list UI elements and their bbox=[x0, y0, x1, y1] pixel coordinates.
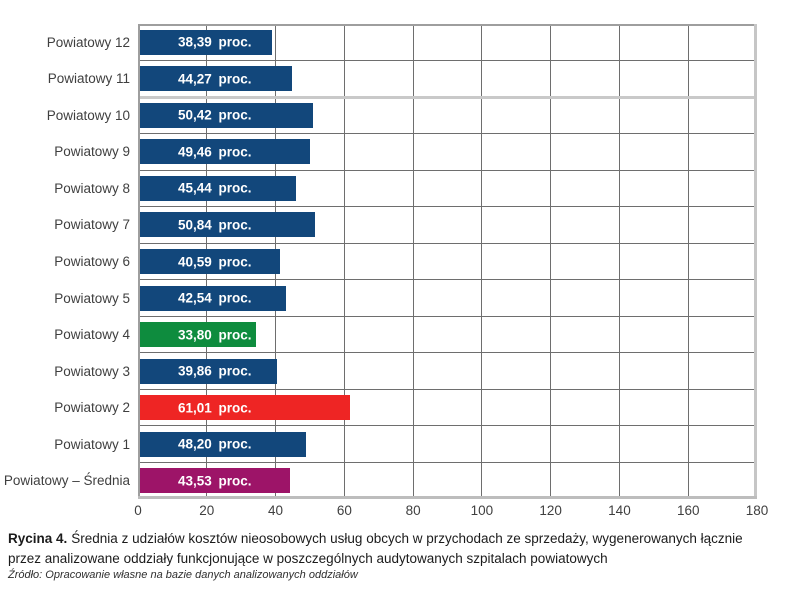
row-separator bbox=[138, 133, 757, 135]
caption-text-1: Średnia z udziałów kosztów nieosobowych … bbox=[71, 531, 743, 546]
row-separator bbox=[138, 242, 757, 244]
row-separator bbox=[138, 206, 757, 208]
bar: 61,01 proc. bbox=[140, 395, 350, 421]
bar-value-label: 61,01 proc. bbox=[178, 400, 252, 416]
category-label: Powiatowy 6 bbox=[54, 254, 130, 269]
x-axis-tick-labels: 0 20 40 60 80 100 120 140 160 180 bbox=[134, 503, 778, 521]
category-label: Powiatowy 1 bbox=[54, 436, 130, 452]
category-label: Powiatowy 11 bbox=[47, 71, 130, 87]
row-separator bbox=[138, 425, 757, 427]
x-tick-label: 60 bbox=[336, 503, 352, 518]
plot-area: 38,39 proc. 44,27 proc. 50,42 proc. 49,46 p… bbox=[138, 24, 757, 499]
bar-value-label: 38,39 proc. bbox=[178, 34, 252, 50]
category-label: Powiatowy 10 bbox=[46, 107, 130, 123]
bar-value-label: 48,20 proc. bbox=[178, 436, 252, 452]
bar-value-label: 50,42 proc. bbox=[178, 107, 252, 123]
bar: 40,59 proc. bbox=[140, 249, 280, 274]
x-tick-label: 40 bbox=[268, 503, 284, 518]
x-tick-label: 180 bbox=[745, 503, 769, 518]
row-separator bbox=[138, 461, 757, 463]
category-label: Powiatowy 9 bbox=[54, 144, 130, 160]
bar: 45,44 proc. bbox=[140, 175, 297, 201]
grid-line-vertical bbox=[550, 24, 552, 499]
bar-value-label: 49,46 proc. bbox=[178, 144, 252, 160]
caption-text-2: przez analizowane oddziały funkcjonujące… bbox=[8, 551, 608, 566]
category-label: Powiatowy 2 bbox=[54, 400, 130, 416]
bar-value-label: 39,86 proc. bbox=[178, 363, 252, 379]
row-separator bbox=[138, 95, 757, 99]
category-axis-labels: Powiatowy 12 Powiatowy 11 Powiatowy 10 Powi… bbox=[0, 24, 130, 499]
bar: 33,80 proc. bbox=[140, 322, 257, 348]
bar-value-label: 45,44 proc. bbox=[178, 180, 252, 196]
x-tick-label: 80 bbox=[405, 503, 421, 518]
row-separator bbox=[138, 352, 757, 354]
category-label: Powiatowy 8 bbox=[54, 180, 130, 196]
bar: 50,84 proc. bbox=[140, 212, 315, 238]
caption-line-2: przez analizowane oddziały funkcjonujące… bbox=[8, 549, 796, 569]
plot-border-right bbox=[754, 24, 757, 499]
category-label: Powiatowy – Średnia bbox=[3, 473, 130, 489]
bar: 50,42 proc. bbox=[140, 102, 314, 128]
caption-number: Rycina 4. bbox=[8, 531, 68, 546]
row-separator bbox=[138, 60, 757, 62]
grid-line-vertical bbox=[343, 24, 345, 499]
category-label: Powiatowy 7 bbox=[54, 217, 130, 233]
bar-value-label: 40,59 proc. bbox=[178, 254, 252, 269]
bar: 43,53 proc. bbox=[140, 468, 290, 494]
bar: 38,39 proc. bbox=[140, 29, 273, 55]
x-tick-label: 0 bbox=[134, 503, 142, 518]
caption-line-1: Rycina 4. Średnia z udziałów kosztów nieo… bbox=[8, 529, 796, 549]
bar-value-label: 42,54 proc. bbox=[178, 290, 252, 306]
bar: 48,20 proc. bbox=[140, 431, 306, 457]
plot-border-top bbox=[138, 24, 757, 26]
y-axis-line bbox=[138, 24, 140, 499]
figure-caption: Rycina 4. Średnia z udziałów kosztów nieo… bbox=[8, 529, 796, 569]
x-tick-label: 20 bbox=[199, 503, 215, 518]
bar: 39,86 proc. bbox=[140, 358, 278, 384]
grid-line-vertical bbox=[412, 24, 414, 499]
x-tick-label: 100 bbox=[470, 503, 494, 518]
bar: 44,27 proc. bbox=[140, 66, 293, 92]
x-tick-label: 160 bbox=[676, 503, 700, 518]
x-tick-label: 140 bbox=[608, 503, 631, 518]
bar-value-label: 33,80 proc. bbox=[178, 327, 252, 343]
grid-line-vertical bbox=[687, 24, 689, 499]
row-separator bbox=[138, 388, 757, 390]
bar-value-label: 50,84 proc. bbox=[178, 217, 252, 233]
bar-value-label: 43,53 proc. bbox=[178, 473, 252, 489]
x-tick-label: 120 bbox=[539, 503, 562, 518]
grid-line-vertical bbox=[481, 24, 483, 499]
bar: 42,54 proc. bbox=[140, 285, 287, 311]
x-axis-line bbox=[138, 496, 757, 499]
source-note: Źródło: Opracowanie własne na bazie dany… bbox=[8, 569, 358, 581]
row-separator bbox=[138, 169, 757, 171]
row-separator bbox=[138, 315, 757, 317]
bar-value-label: 44,27 proc. bbox=[178, 71, 252, 87]
row-separator bbox=[138, 279, 757, 281]
category-label: Powiatowy 3 bbox=[54, 363, 130, 379]
grid-line-vertical bbox=[618, 24, 620, 499]
category-label: Powiatowy 12 bbox=[46, 34, 130, 50]
category-label: Powiatowy 4 bbox=[54, 327, 130, 343]
category-label: Powiatowy 5 bbox=[54, 290, 130, 306]
bar: 49,46 proc. bbox=[140, 139, 311, 165]
